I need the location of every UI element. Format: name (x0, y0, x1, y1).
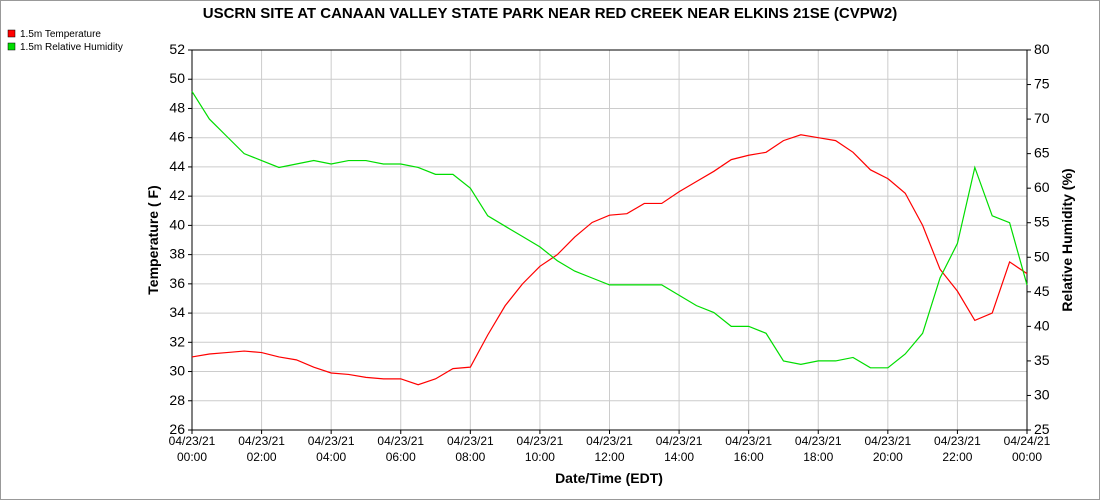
y2-tick-label: 60 (1034, 179, 1050, 195)
y2-axis-label: Relative Humidity (%) (1059, 168, 1075, 311)
x-tick-label: 08:00 (455, 450, 485, 464)
y2-tick-label: 25 (1034, 421, 1050, 437)
x-tick-label: 04/23/21 (864, 434, 911, 448)
y2-tick-label: 50 (1034, 248, 1050, 264)
y2-tick-label: 70 (1034, 110, 1050, 126)
y-tick-label: 32 (169, 333, 185, 349)
x-tick-label: 06:00 (386, 450, 416, 464)
x-tick-label: 04:00 (316, 450, 346, 464)
x-tick-label: 04/23/21 (656, 434, 703, 448)
x-tick-label: 12:00 (594, 450, 624, 464)
x-tick-label: 04/23/21 (795, 434, 842, 448)
y2-tick-label: 40 (1034, 317, 1050, 333)
plot-border (191, 49, 1028, 431)
chart-title: USCRN SITE AT CANAAN VALLEY STATE PARK N… (203, 5, 898, 22)
x-axis-label: Date/Time (EDT) (555, 470, 663, 486)
y-tick-label: 52 (169, 41, 185, 57)
legend-swatch (7, 42, 16, 51)
y-tick-label: 40 (169, 216, 185, 232)
x-tick-label: 02:00 (247, 450, 277, 464)
y-tick-label: 48 (169, 99, 185, 115)
x-tick-label: 14:00 (664, 450, 694, 464)
y-tick-label: 44 (169, 158, 185, 174)
x-tick-label: 04/24/21 (1004, 434, 1051, 448)
x-tick-label: 00:00 (177, 450, 207, 464)
y-tick-label: 28 (169, 392, 185, 408)
x-tick-label: 04/23/21 (725, 434, 772, 448)
legend-label: 1.5m Relative Humidity (20, 42, 123, 53)
y-tick-label: 38 (169, 246, 185, 262)
legend-swatch (7, 29, 16, 38)
x-tick-label: 04/23/21 (308, 434, 355, 448)
y-tick-label: 36 (169, 275, 185, 291)
legend-label: 1.5m Temperature (20, 29, 101, 40)
x-tick-label: 04/23/21 (169, 434, 216, 448)
y2-tick-label: 80 (1034, 41, 1050, 57)
x-tick-label: 22:00 (942, 450, 972, 464)
y2-tick-label: 75 (1034, 76, 1050, 92)
x-tick-label: 16:00 (734, 450, 764, 464)
x-tick-label: 10:00 (525, 450, 555, 464)
y-tick-label: 34 (169, 304, 185, 320)
y2-tick-label: 55 (1034, 214, 1050, 230)
x-tick-label: 04/23/21 (586, 434, 633, 448)
x-tick-label: 04/23/21 (377, 434, 424, 448)
x-tick-label: 04/23/21 (447, 434, 494, 448)
x-tick-label: 18:00 (803, 450, 833, 464)
y-axis-label: Temperature ( F) (145, 185, 161, 294)
x-tick-label: 20:00 (873, 450, 903, 464)
x-tick-label: 04/23/21 (238, 434, 285, 448)
y-tick-label: 42 (169, 187, 185, 203)
y-tick-label: 26 (169, 421, 185, 437)
y2-tick-label: 45 (1034, 283, 1050, 299)
y-tick-label: 46 (169, 129, 185, 145)
x-tick-label: 04/23/21 (934, 434, 981, 448)
series-line (191, 91, 1028, 369)
series-line (191, 134, 1028, 386)
y-tick-label: 30 (169, 363, 185, 379)
y2-tick-label: 30 (1034, 386, 1050, 402)
x-tick-label: 00:00 (1012, 450, 1042, 464)
x-tick-label: 04/23/21 (517, 434, 564, 448)
y2-tick-label: 35 (1034, 352, 1050, 368)
y2-tick-label: 65 (1034, 145, 1050, 161)
y-tick-label: 50 (169, 70, 185, 86)
